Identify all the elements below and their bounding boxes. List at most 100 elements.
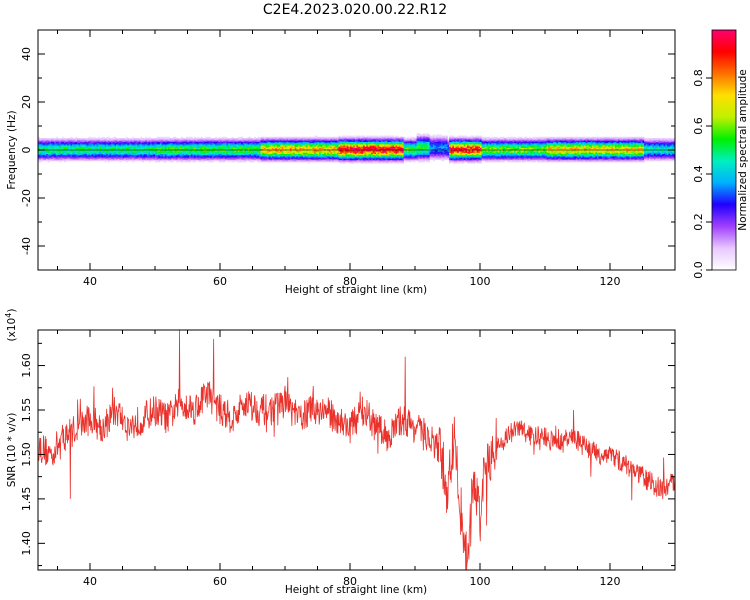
heatmap-cell (367, 157, 370, 159)
heatmap-cell (55, 156, 58, 158)
heatmap-cell (200, 141, 203, 144)
heatmap-cell (54, 156, 57, 158)
heatmap-cell (181, 150, 184, 152)
heatmap-cell (182, 144, 185, 146)
heatmap-cell (356, 135, 359, 138)
heatmap-cell (426, 148, 429, 151)
heatmap-cell (418, 150, 421, 152)
heatmap-cell (340, 147, 343, 150)
heatmap-cell (241, 141, 244, 144)
heatmap-cell (408, 158, 411, 160)
heatmap-cell (254, 158, 257, 160)
heatmap-cell (372, 156, 375, 158)
heatmap-cell (221, 154, 224, 157)
heatmap-cell (85, 150, 88, 152)
heatmap-cell (272, 144, 275, 146)
heatmap-cell (151, 151, 154, 153)
heatmap-cell (416, 146, 419, 148)
heatmap-cell (142, 144, 145, 146)
heatmap-cell (413, 144, 416, 146)
heatmap-cell (241, 158, 244, 160)
heatmap-cell (289, 151, 292, 153)
heatmap-cell (163, 138, 166, 140)
heatmap-cell (418, 139, 421, 141)
heatmap-cell (356, 136, 359, 139)
heatmap-cell (333, 141, 336, 144)
heatmap-cell (146, 154, 149, 157)
heatmap-cell (276, 147, 279, 150)
heatmap-cell (244, 138, 247, 140)
heatmap-cell (226, 153, 229, 156)
heatmap-cell (351, 162, 354, 164)
heatmap-cell (210, 141, 213, 144)
heatmap-cell (288, 151, 291, 153)
heatmap-cell (252, 142, 255, 145)
heatmap-cell (159, 154, 162, 157)
heatmap-cell (272, 139, 275, 141)
heatmap-cell (356, 154, 359, 157)
heatmap-cell (88, 142, 91, 145)
heatmap-cell (280, 148, 283, 151)
heatmap-cell (249, 158, 252, 160)
heatmap-cell (307, 146, 310, 148)
heatmap-cell (249, 159, 252, 162)
heatmap-cell (218, 145, 221, 147)
heatmap-cell (220, 159, 223, 162)
heatmap-cell (294, 144, 297, 146)
heatmap-cell (338, 145, 341, 147)
heatmap-cell (132, 152, 135, 154)
heatmap-cell (280, 140, 283, 142)
heatmap-cell (72, 152, 75, 154)
heatmap-cell (65, 140, 68, 142)
heatmap-cell (419, 157, 422, 159)
heatmap-cell (299, 152, 302, 154)
heatmap-cell (107, 146, 110, 148)
heatmap-cell (117, 150, 120, 152)
heatmap-cell (345, 150, 348, 152)
heatmap-cell (304, 151, 307, 153)
heatmap-cell (390, 145, 393, 147)
heatmap-cell (348, 157, 351, 159)
heatmap-cell (402, 158, 405, 160)
heatmap-cell (392, 154, 395, 157)
heatmap-cell (200, 154, 203, 157)
heatmap-cell (314, 157, 317, 159)
heatmap-cell (263, 140, 266, 142)
heatmap-cell (429, 135, 432, 138)
heatmap-cell (109, 156, 112, 158)
heatmap-cell (270, 150, 273, 152)
heatmap-cell (288, 142, 291, 145)
heatmap-cell (416, 158, 419, 160)
heatmap-cell (265, 141, 268, 144)
heatmap-cell (369, 151, 372, 153)
heatmap-cell (90, 146, 93, 148)
heatmap-cell (327, 148, 330, 151)
heatmap-cell (94, 141, 97, 144)
heatmap-cell (246, 138, 249, 140)
heatmap-cell (158, 136, 161, 139)
heatmap-cell (112, 159, 115, 162)
heatmap-cell (96, 157, 99, 159)
heatmap-cell (42, 142, 45, 145)
heatmap-cell (184, 157, 187, 159)
heatmap-cell (299, 150, 302, 152)
heatmap-cell (322, 136, 325, 139)
heatmap-cell (44, 154, 47, 157)
heatmap-cell (340, 136, 343, 139)
heatmap-cell (151, 148, 154, 151)
heatmap-cell (237, 140, 240, 142)
heatmap-cell (221, 146, 224, 148)
heatmap-cell (190, 159, 193, 162)
heatmap-cell (111, 138, 114, 140)
heatmap-cell (402, 157, 405, 159)
heatmap-cell (171, 141, 174, 144)
heatmap-cell (393, 153, 396, 156)
heatmap-cell (341, 150, 344, 152)
heatmap-cell (174, 138, 177, 140)
heatmap-cell (280, 152, 283, 154)
heatmap-cell (330, 151, 333, 153)
heatmap-cell (389, 152, 392, 154)
heatmap-cell (158, 156, 161, 158)
heatmap-cell (81, 141, 84, 144)
heatmap-cell (239, 157, 242, 159)
